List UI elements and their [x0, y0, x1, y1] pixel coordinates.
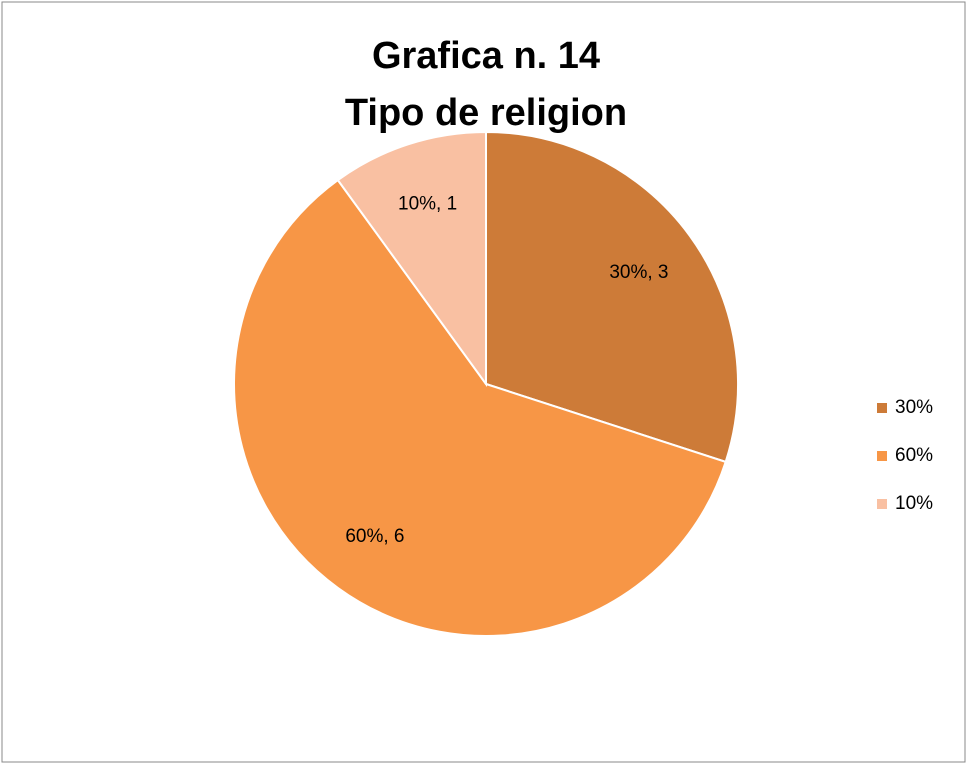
pie-slice [336, 130, 487, 388]
legend-swatch [877, 403, 887, 413]
pie-slice [232, 178, 727, 638]
pie-slice [485, 130, 739, 464]
legend-label: 30% [895, 397, 933, 418]
legend-label: 10% [895, 493, 933, 514]
chart-subtitle: Tipo de religion [345, 92, 627, 134]
legend-label: 60% [895, 445, 933, 466]
data-label: 10%, 1 [398, 193, 457, 214]
chart-title: Grafica n. 14 [372, 35, 600, 77]
data-label: 60%, 6 [345, 526, 404, 547]
legend-swatch [877, 451, 887, 461]
legend-swatch [877, 499, 887, 509]
data-label: 30%, 3 [609, 262, 668, 283]
